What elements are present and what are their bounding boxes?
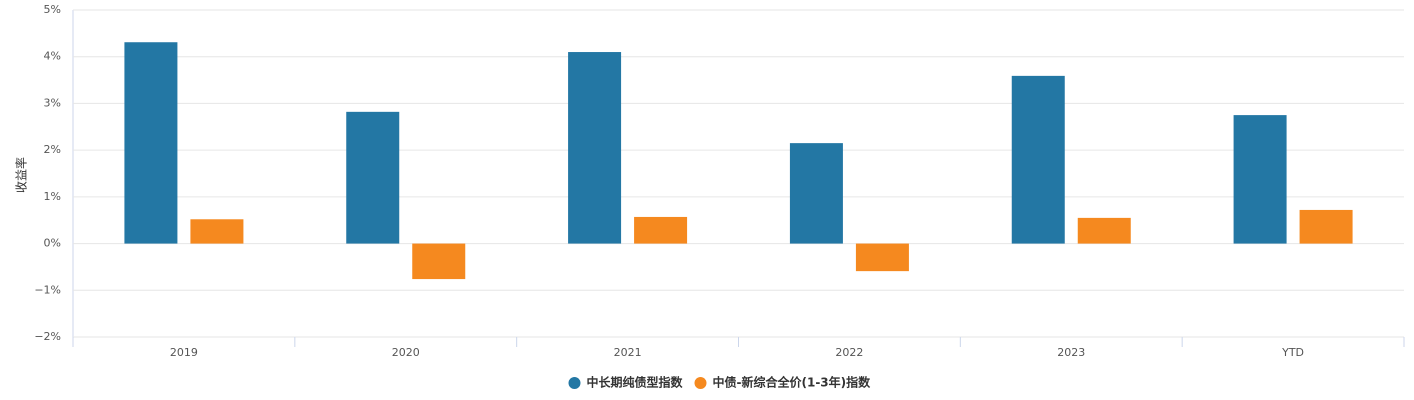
- y-tick-label: −2%: [34, 330, 61, 343]
- y-tick-label: 1%: [44, 190, 61, 203]
- y-tick-label: 5%: [44, 3, 61, 16]
- x-tick-label: 2019: [170, 346, 198, 359]
- legend-label[interactable]: 中长期纯债型指数: [587, 375, 684, 390]
- y-axis-label: 收益率: [14, 157, 29, 193]
- x-tick-label: 2023: [1057, 346, 1085, 359]
- legend-marker[interactable]: [694, 377, 707, 389]
- bar: [412, 243, 466, 280]
- bar: [1077, 217, 1131, 244]
- bar: [789, 143, 843, 244]
- y-tick-label: 0%: [44, 237, 61, 250]
- y-tick-label: 4%: [44, 50, 61, 63]
- legend-marker[interactable]: [568, 377, 581, 389]
- x-tick-label: 2022: [835, 346, 863, 359]
- bar: [124, 42, 178, 244]
- y-tick-label: −1%: [34, 283, 61, 296]
- bar: [855, 243, 909, 272]
- bar: [1011, 75, 1065, 244]
- bar: [1299, 209, 1353, 244]
- bar: [346, 111, 400, 244]
- bar: [568, 52, 622, 244]
- bar: [634, 216, 688, 244]
- bar: [1233, 115, 1287, 244]
- y-tick-label: 3%: [44, 96, 61, 109]
- x-tick-label: 2020: [392, 346, 420, 359]
- x-tick-label: 2021: [614, 346, 642, 359]
- bar: [190, 219, 244, 244]
- legend-label[interactable]: 中债-新综合全价(1-3年)指数: [713, 375, 872, 390]
- x-tick-label: YTD: [1281, 346, 1304, 359]
- y-tick-label: 2%: [44, 143, 61, 156]
